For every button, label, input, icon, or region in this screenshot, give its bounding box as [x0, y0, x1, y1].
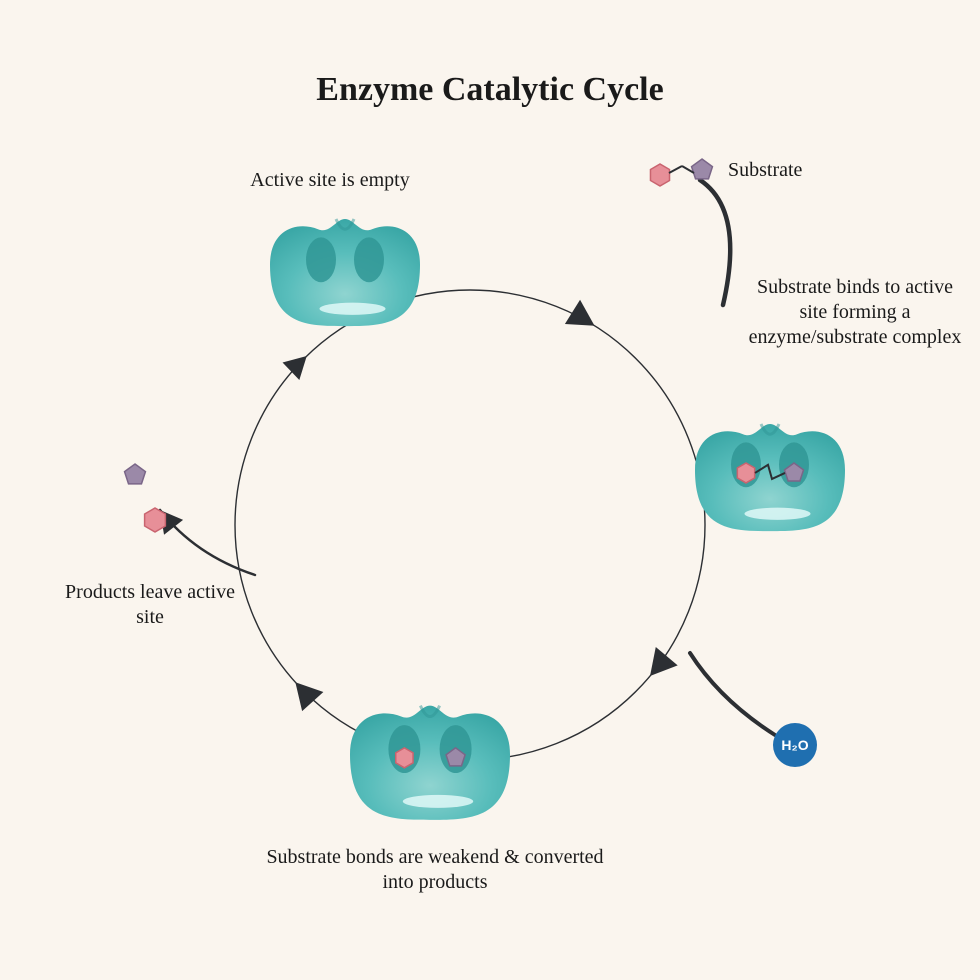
- pentagon-molecule: [692, 159, 713, 179]
- enz-bound: [695, 424, 845, 531]
- hexagon-molecule: [650, 164, 669, 186]
- substrate-in: [700, 180, 730, 305]
- cycle-arrowhead: [650, 647, 678, 676]
- diagram-stage: H₂O Enzyme Catalytic Cycle Substrate Acti…: [0, 0, 980, 980]
- diagram-svg: H₂O: [0, 0, 980, 980]
- active-site-left: [306, 237, 336, 282]
- enz-products: [350, 706, 510, 820]
- lbl-substrate: Substrate: [728, 158, 888, 183]
- lbl-weak: Substrate bonds are weakend & converted …: [250, 845, 620, 895]
- lbl-products: Products leave active site: [60, 580, 240, 630]
- water-label: H₂O: [781, 737, 808, 753]
- diagram-title: Enzyme Catalytic Cycle: [0, 71, 980, 109]
- active-site-right: [354, 237, 384, 282]
- water-molecule: H₂O: [773, 723, 817, 767]
- bond-line: [669, 166, 682, 173]
- cycle-arrowhead: [295, 682, 323, 711]
- lbl-empty: Active site is empty: [200, 168, 460, 193]
- lbl-bind: Substrate binds to active site forming a…: [745, 275, 965, 350]
- hexagon-molecule: [396, 748, 413, 768]
- water-in: [690, 653, 775, 735]
- pentagon-molecule: [125, 464, 146, 484]
- enz-empty: [270, 219, 420, 326]
- hexagon-molecule: [145, 508, 166, 532]
- cycle-arrowhead: [283, 356, 307, 380]
- hexagon-molecule: [737, 463, 754, 483]
